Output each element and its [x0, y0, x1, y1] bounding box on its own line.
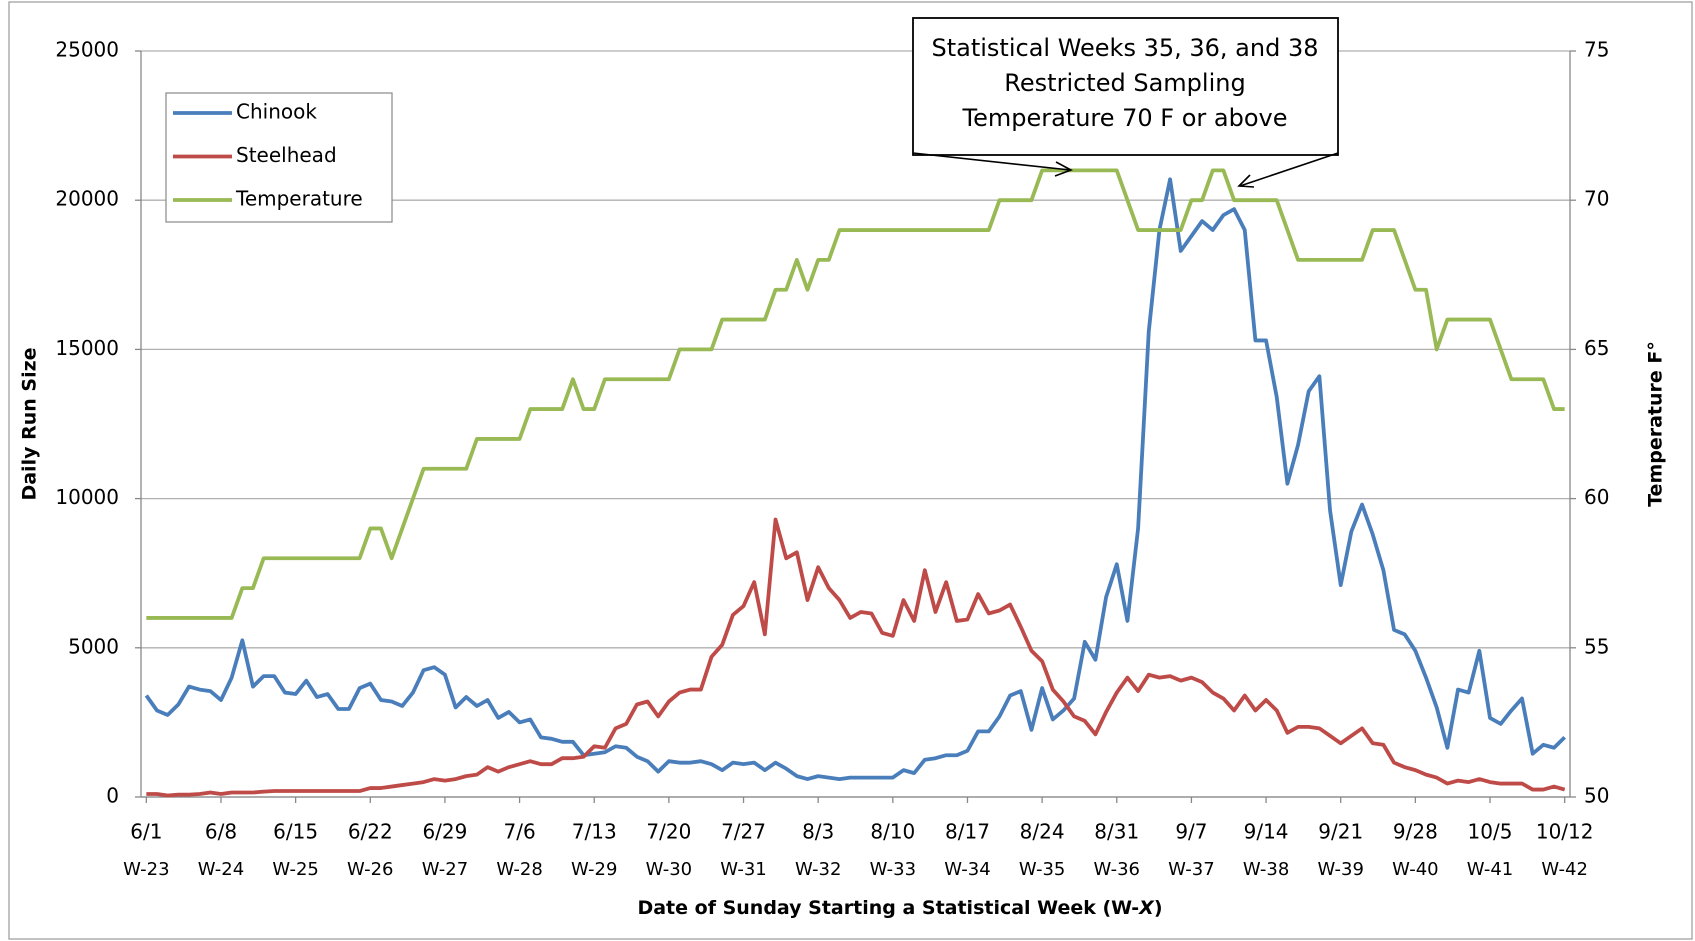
y-tick-label: 0 — [106, 784, 119, 808]
y2-tick-label: 60 — [1584, 485, 1609, 509]
series-line — [146, 517, 1566, 798]
x-tick-label: 8/24 — [1020, 820, 1065, 844]
series-line — [144, 177, 1566, 781]
legend-label: Steelhead — [236, 143, 337, 167]
x-week-label: W-24 — [198, 859, 244, 880]
x-tick-label: 6/15 — [273, 820, 318, 844]
annotation-line: Temperature 70 F or above — [961, 104, 1287, 132]
x-week-label: W-39 — [1317, 859, 1363, 880]
x-week-label: W-37 — [1168, 859, 1214, 880]
x-tick-label: 9/7 — [1175, 820, 1207, 844]
x-tick-label: 8/17 — [945, 820, 990, 844]
y2-tick-label: 55 — [1584, 634, 1609, 658]
x-tick-label: 8/10 — [870, 820, 915, 844]
y2-tick-label: 75 — [1584, 38, 1609, 62]
x-tick-label: 6/1 — [130, 820, 162, 844]
x-week-label: W-25 — [272, 859, 318, 880]
x-week-label: W-33 — [870, 859, 916, 880]
x-week-label: W-34 — [944, 859, 990, 880]
x-tick-label: 7/13 — [572, 820, 617, 844]
x-week-label: W-41 — [1467, 859, 1513, 880]
y-tick-label: 10000 — [55, 485, 119, 509]
annotation-line: Restricted Sampling — [1004, 69, 1245, 97]
y-tick-label: 5000 — [68, 634, 119, 658]
x-week-label: W-42 — [1541, 859, 1587, 880]
x-tick-label: 6/22 — [348, 820, 393, 844]
x-week-label: W-30 — [646, 859, 692, 880]
x-week-label: W-23 — [123, 859, 169, 880]
y2-axis-label: Temperature F° — [1645, 341, 1667, 507]
x-week-label: W-40 — [1392, 859, 1438, 880]
x-tick-label: 10/12 — [1536, 820, 1594, 844]
annotation-arrows — [912, 152, 1339, 188]
x-week-label: W-31 — [720, 859, 766, 880]
y2-tick-label: 50 — [1584, 784, 1609, 808]
y-tick-label: 15000 — [55, 336, 119, 360]
x-tick-label: 7/6 — [503, 820, 535, 844]
x-week-label: W-29 — [571, 859, 617, 880]
x-week-label: W-35 — [1019, 859, 1065, 880]
x-axis-label-part: Date of Sunday Starting a Statistical We… — [637, 897, 1139, 919]
y-axis-label: Daily Run Size — [19, 347, 41, 500]
y2-tick-label: 65 — [1584, 336, 1609, 360]
x-tick-label: 6/8 — [205, 820, 237, 844]
x-tick-label: 9/21 — [1318, 820, 1363, 844]
x-week-label: W-27 — [422, 859, 468, 880]
x-axis-label: Date of Sunday Starting a Statistical We… — [637, 897, 1162, 919]
x-tick-label: 8/3 — [802, 820, 834, 844]
y-tick-label: 25000 — [55, 38, 119, 62]
annotation-box — [912, 17, 1339, 156]
x-tick-label: 6/29 — [422, 820, 467, 844]
x-axis-label-part: X — [1138, 897, 1155, 919]
x-tick-label: 9/28 — [1393, 820, 1438, 844]
legend-label: Temperature — [235, 187, 363, 211]
x-week-label: W-38 — [1243, 859, 1289, 880]
x-week-label: W-36 — [1094, 859, 1140, 880]
y-tick-label: 20000 — [55, 187, 119, 211]
x-week-label: W-28 — [496, 859, 542, 880]
y2-tick-label: 70 — [1584, 187, 1609, 211]
x-week-label: W-32 — [795, 859, 841, 880]
x-tick-label: 7/27 — [721, 820, 766, 844]
chart-frame — [8, 1, 1693, 940]
series-line — [146, 168, 1565, 620]
x-tick-label: 8/31 — [1094, 820, 1139, 844]
legend-label: Chinook — [236, 100, 317, 124]
x-tick-label: 10/5 — [1468, 820, 1513, 844]
x-week-label: W-26 — [347, 859, 393, 880]
x-tick-label: 9/14 — [1244, 820, 1289, 844]
annotation-line: Statistical Weeks 35, 36, and 38 — [931, 34, 1318, 62]
x-tick-label: 7/20 — [646, 820, 691, 844]
x-axis-label-part: ) — [1154, 897, 1163, 919]
